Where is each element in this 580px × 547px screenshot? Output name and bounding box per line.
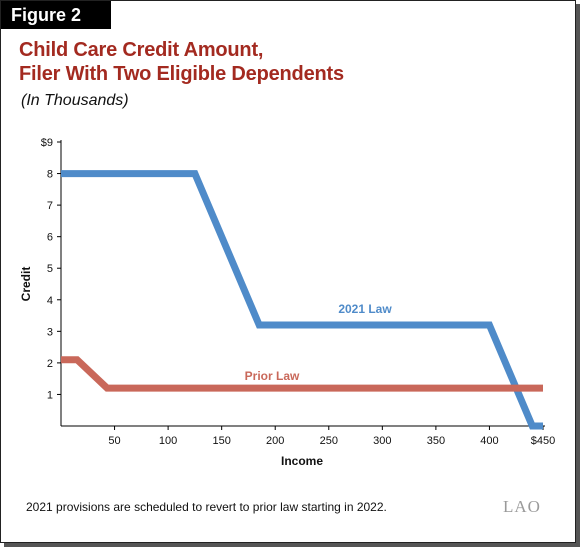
x-tick-label: 300 <box>373 435 391 447</box>
series-line-2021-law <box>61 170 543 430</box>
x-axis-title: Income <box>281 454 323 468</box>
chart-title-line-2: Filer With Two Eligible Dependents <box>19 63 344 85</box>
chart-title: Child Care Credit Amount, Filer With Two… <box>19 38 344 86</box>
series-label-2021-law: 2021 Law <box>338 302 392 316</box>
lao-logo: LAO <box>503 497 541 516</box>
x-tick-label: 400 <box>480 435 498 447</box>
chart-axes: 1 2 3 4 5 6 7 8 $9 50 100 150 200 250 300 350 400 $450 <box>41 137 555 447</box>
y-tick-label: 3 <box>47 326 53 338</box>
y-tick-label: 4 <box>47 295 53 307</box>
x-tick-label: 350 <box>427 435 445 447</box>
y-tick-label: $9 <box>41 137 53 149</box>
y-tick-label: 5 <box>47 263 53 275</box>
chart-title-line-1: Child Care Credit Amount, <box>19 39 264 61</box>
y-tick-label: 2 <box>47 358 53 370</box>
series-label-prior-law: Prior Law <box>245 369 300 383</box>
chart-labels: Income Credit 2021 Law Prior Law <box>19 267 392 468</box>
x-tick-label: 150 <box>212 435 230 447</box>
y-tick-label: 7 <box>47 200 53 212</box>
x-tick-label: 50 <box>108 435 120 447</box>
footnote: 2021 provisions are scheduled to revert … <box>26 500 387 514</box>
chart-series <box>61 170 543 430</box>
x-tick-label: 100 <box>159 435 177 447</box>
chart-subtitle: (In Thousands) <box>21 92 129 109</box>
y-axis-title: Credit <box>19 267 33 302</box>
x-tick-label: 200 <box>266 435 284 447</box>
series-line-prior-law <box>61 356 543 392</box>
y-tick-label: 1 <box>47 389 53 401</box>
y-tick-label: 6 <box>47 232 53 244</box>
figure-label: Figure 2 <box>1 1 111 29</box>
y-tick-label: 8 <box>47 169 53 181</box>
x-tick-label: $450 <box>531 435 555 447</box>
x-tick-label: 250 <box>320 435 338 447</box>
